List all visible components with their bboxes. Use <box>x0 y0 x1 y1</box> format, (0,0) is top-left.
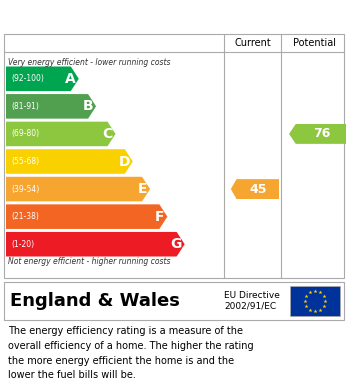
Polygon shape <box>6 232 185 256</box>
Polygon shape <box>6 149 133 174</box>
Text: Current: Current <box>234 38 271 48</box>
Text: D: D <box>118 154 130 169</box>
Text: Not energy efficient - higher running costs: Not energy efficient - higher running co… <box>8 258 171 267</box>
Text: B: B <box>82 99 93 113</box>
Text: (55-68): (55-68) <box>11 157 39 166</box>
Text: (39-54): (39-54) <box>11 185 39 194</box>
Text: E: E <box>137 182 147 196</box>
Text: (1-20): (1-20) <box>11 240 34 249</box>
Text: (69-80): (69-80) <box>11 129 39 138</box>
Text: C: C <box>102 127 112 141</box>
Polygon shape <box>231 179 279 199</box>
Text: Potential: Potential <box>293 38 336 48</box>
Text: G: G <box>170 237 182 251</box>
Text: (21-38): (21-38) <box>11 212 39 221</box>
Text: (92-100): (92-100) <box>11 74 44 83</box>
Bar <box>290 286 340 316</box>
Text: 76: 76 <box>313 127 331 140</box>
Text: Energy Efficiency Rating: Energy Efficiency Rating <box>10 9 220 23</box>
Text: The energy efficiency rating is a measure of the
overall efficiency of a home. T: The energy efficiency rating is a measur… <box>8 326 254 380</box>
Polygon shape <box>6 94 96 118</box>
Polygon shape <box>6 177 150 201</box>
Text: England & Wales: England & Wales <box>10 292 180 310</box>
Text: EU Directive
2002/91/EC: EU Directive 2002/91/EC <box>224 291 280 311</box>
Text: F: F <box>155 210 164 224</box>
Polygon shape <box>6 122 116 146</box>
Text: Very energy efficient - lower running costs: Very energy efficient - lower running co… <box>8 58 171 67</box>
Polygon shape <box>289 124 346 144</box>
Polygon shape <box>6 204 167 229</box>
Polygon shape <box>6 66 79 91</box>
Text: (81-91): (81-91) <box>11 102 39 111</box>
Text: A: A <box>65 72 76 86</box>
Text: 45: 45 <box>250 183 267 196</box>
